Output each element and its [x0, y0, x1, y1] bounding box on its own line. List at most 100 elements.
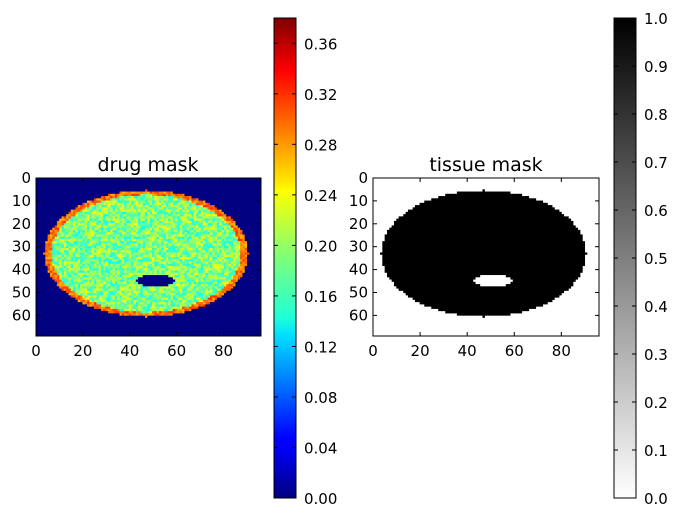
heatmap-cell — [91, 238, 95, 242]
heatmap-cell — [205, 238, 209, 242]
heatmap-cell — [105, 250, 109, 253]
heatmap-cell — [68, 277, 72, 280]
heatmap-cell — [124, 284, 127, 287]
heatmap-cell — [63, 218, 67, 222]
heatmap-cell — [40, 205, 44, 208]
heatmap-cell — [149, 214, 153, 217]
heatmap-cell — [114, 216, 118, 220]
heatmap-cell — [240, 241, 243, 244]
heatmap-cell — [189, 229, 192, 233]
heatmap-cell — [237, 288, 241, 292]
heatmap-cell — [63, 182, 67, 186]
heatmap-cell — [82, 247, 86, 251]
heatmap-cell — [242, 247, 246, 251]
heatmap-cell — [87, 286, 90, 289]
heatmap-cell — [133, 187, 137, 190]
heatmap-cell — [256, 236, 260, 240]
heatmap-cell — [235, 196, 239, 199]
heatmap-cell — [205, 229, 209, 233]
heatmap-cell — [140, 245, 144, 249]
heatmap-cell — [84, 268, 88, 271]
heatmap-cell — [258, 259, 261, 262]
heatmap-cell — [147, 198, 151, 201]
heatmap-cell — [121, 234, 125, 238]
heatmap-cell — [212, 243, 216, 247]
heatmap-cell — [124, 259, 127, 262]
heatmap-cell — [126, 243, 130, 247]
heatmap-cell — [138, 270, 141, 274]
heatmap-cell — [98, 198, 102, 201]
heatmap-cell — [68, 189, 72, 192]
heatmap-cell — [228, 257, 232, 260]
heatmap-cell — [126, 207, 130, 210]
heatmap-cell — [87, 223, 90, 226]
heatmap-cell — [203, 178, 206, 181]
heatmap-cell — [114, 184, 118, 188]
heatmap-cell — [103, 268, 106, 271]
heatmap-cell — [107, 198, 111, 201]
heatmap-cell — [233, 198, 236, 201]
heatmap-cell — [156, 243, 160, 247]
heatmap-cell — [203, 223, 206, 226]
heatmap-cell — [175, 241, 178, 244]
heatmap-cell — [151, 225, 155, 229]
heatmap-cell — [214, 218, 218, 222]
heatmap-cell — [110, 275, 113, 278]
heatmap-cell — [124, 214, 127, 217]
heatmap-cell — [87, 277, 90, 280]
heatmap-cell — [40, 220, 44, 224]
heatmap-cell — [70, 290, 74, 294]
heatmap-cell — [147, 259, 151, 262]
heatmap-cell — [54, 202, 58, 206]
heatmap-cell — [70, 187, 74, 190]
heatmap-cell — [54, 252, 58, 256]
heatmap-cell — [240, 236, 243, 240]
heatmap-cell — [242, 234, 246, 238]
heatmap-cell — [240, 243, 243, 247]
heatmap-cell — [119, 293, 123, 296]
heatmap-cell — [98, 209, 102, 213]
heatmap-cell — [96, 259, 100, 262]
heatmap-cell — [82, 225, 86, 229]
heatmap-cell — [170, 252, 174, 256]
heatmap-cell — [242, 268, 246, 271]
heatmap-cell — [235, 281, 239, 285]
heatmap-cell — [89, 257, 93, 260]
heatmap-cell — [219, 288, 222, 292]
heatmap-cell — [177, 266, 181, 269]
heatmap-cell — [96, 193, 100, 197]
heatmap-cell — [40, 293, 44, 296]
heatmap-cell — [254, 229, 257, 233]
heatmap-cell — [189, 198, 192, 201]
heatmap-cell — [93, 182, 97, 186]
heatmap-cell — [82, 234, 86, 238]
heatmap-cell — [235, 214, 239, 217]
heatmap-cell — [158, 277, 162, 280]
heatmap-cell — [140, 180, 144, 183]
heatmap-cell — [256, 272, 260, 276]
heatmap-cell — [237, 243, 241, 247]
heatmap-cell — [258, 247, 261, 251]
heatmap-cell — [226, 257, 229, 260]
heatmap-cell — [52, 232, 55, 235]
heatmap-cell — [168, 180, 171, 183]
heatmap-cell — [54, 257, 58, 260]
heatmap-cell — [186, 184, 190, 188]
heatmap-cell — [38, 225, 42, 229]
heatmap-cell — [103, 223, 106, 226]
heatmap-cell — [226, 266, 229, 269]
heatmap-cell — [126, 184, 130, 188]
heatmap-cell — [193, 288, 197, 292]
heatmap-cell — [154, 272, 158, 276]
heatmap-cell — [151, 288, 155, 292]
heatmap-cell — [179, 223, 183, 226]
heatmap-cell — [249, 209, 253, 213]
heatmap-cell — [126, 293, 130, 296]
heatmap-cell — [66, 209, 69, 213]
heatmap-cell — [237, 257, 241, 260]
heatmap-cell — [212, 238, 216, 242]
heatmap-cell — [147, 189, 151, 192]
heatmap-cell — [170, 245, 174, 249]
heatmap-cell — [165, 272, 169, 276]
heatmap-cell — [131, 218, 134, 222]
